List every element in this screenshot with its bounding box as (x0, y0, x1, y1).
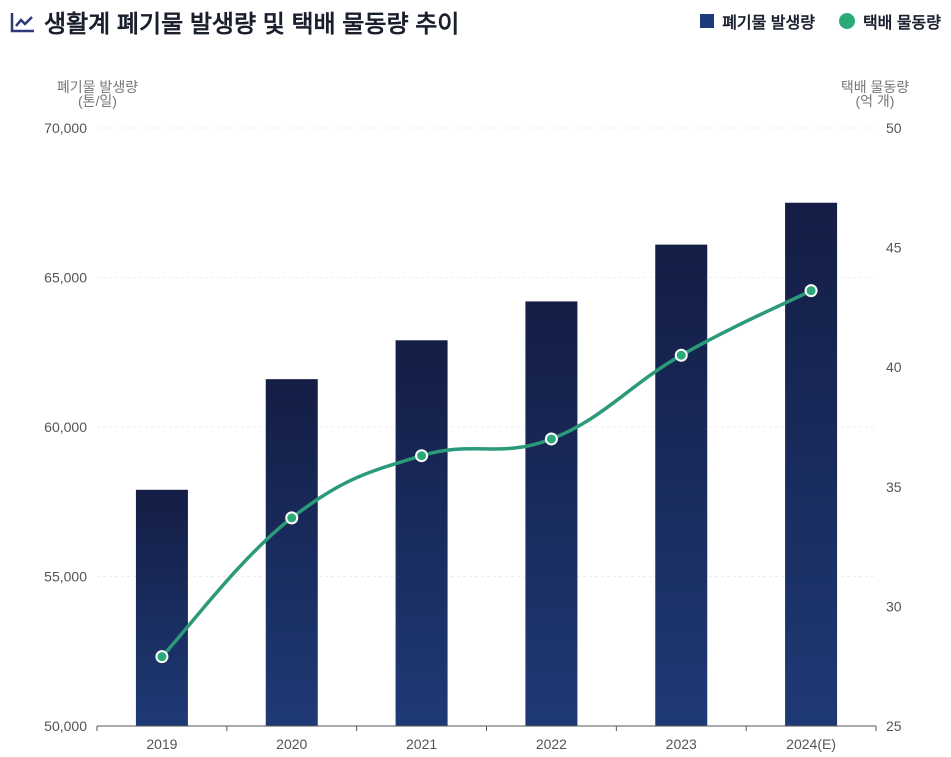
x-tick-label: 2024(E) (786, 736, 836, 752)
legend-bar-swatch (700, 14, 715, 28)
right-tick-label: 25 (886, 718, 902, 734)
right-axis-title-line2: (억 개) (855, 93, 895, 109)
bar-2019 (135, 489, 188, 726)
left-tick-label: 55,000 (44, 569, 87, 585)
series-line-parcel-volume (160, 289, 812, 658)
chart-title: 생활계 폐기물 발생량 및 택배 물동량 추이 (44, 11, 460, 38)
right-tick-label: 45 (886, 240, 902, 256)
right-axis-title: 택배 물동량 (억 개) (815, 80, 935, 108)
x-tick-label: 2022 (536, 736, 567, 752)
right-tick-label: 30 (886, 598, 902, 614)
line-point-2021 (415, 449, 429, 463)
legend-line-label[interactable]: 택배 물동량 (862, 15, 941, 32)
left-axis-title: 폐기물 발생량 (톤/일) (30, 80, 165, 108)
legend: 폐기물 발생량 택배 물동량 (700, 9, 941, 33)
left-axis-title-line2: (톤/일) (78, 93, 117, 109)
left-tick-label: 65,000 (44, 270, 87, 286)
bar-2024(E) (785, 202, 838, 726)
x-tick-label: 2020 (276, 736, 307, 752)
x-tick-label: 2019 (146, 736, 177, 752)
x-tick-label: 2023 (666, 736, 697, 752)
line-point-2020 (285, 511, 299, 525)
bar-2023 (655, 244, 708, 727)
bar-2020 (265, 379, 318, 726)
left-tick-label: 70,000 (44, 120, 87, 136)
right-tick-label: 35 (886, 479, 902, 495)
legend-bar-label[interactable]: 폐기물 발생량 (722, 15, 815, 32)
left-tick-label: 60,000 (44, 419, 87, 435)
left-axis-title-line1: 폐기물 발생량 (56, 79, 139, 95)
line-point-2023 (674, 348, 688, 362)
left-tick-label: 50,000 (44, 718, 87, 734)
chart-title-group: 생활계 폐기물 발생량 및 택배 물동량 추이 (10, 4, 459, 39)
legend-line-swatch (838, 13, 855, 29)
line-point-2019 (155, 650, 169, 664)
line-chart-icon (10, 12, 34, 32)
line-point-2024(E) (804, 284, 818, 298)
bar-2021 (395, 340, 448, 726)
bar-2022 (525, 301, 578, 726)
right-tick-label: 40 (886, 359, 902, 375)
x-tick-label: 2021 (406, 736, 437, 752)
right-axis-title-line1: 택배 물동량 (840, 79, 910, 95)
right-tick-label: 50 (886, 120, 902, 136)
line-point-2022 (544, 432, 558, 446)
